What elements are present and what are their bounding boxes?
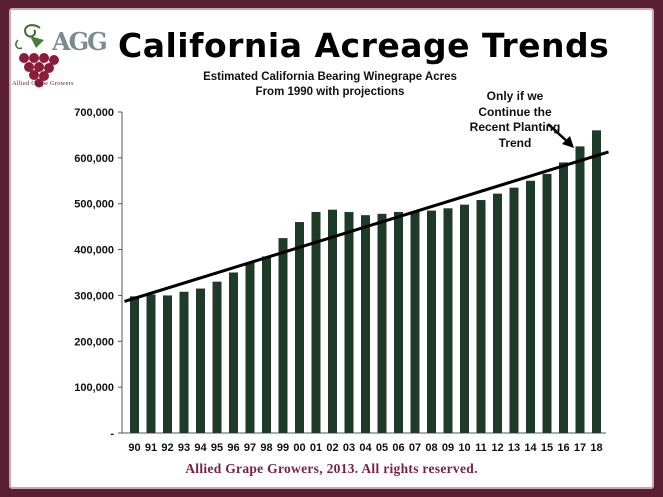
page-title: California Acreage Trends xyxy=(118,26,610,65)
x-tick-label: 91 xyxy=(145,442,157,454)
bar-09 xyxy=(443,208,453,433)
bar-03 xyxy=(344,211,354,433)
trend-line xyxy=(124,150,609,303)
bar-99 xyxy=(278,238,288,433)
x-tick-label: 94 xyxy=(194,442,207,454)
bar-10 xyxy=(460,204,469,433)
annotation-line-2: Continue the xyxy=(478,104,552,119)
annotation-line-3: Recent Planting xyxy=(469,120,561,134)
x-tick-label: 03 xyxy=(343,442,355,454)
bar-00 xyxy=(295,222,304,433)
x-tick-label: 16 xyxy=(557,442,569,454)
x-tick-label: 06 xyxy=(392,442,404,454)
y-tick-label: 200,000 xyxy=(74,336,114,348)
x-tick-label: 90 xyxy=(128,442,140,454)
bar-18 xyxy=(592,130,601,434)
y-tick-label: 400,000 xyxy=(74,245,114,257)
x-tick-label: 12 xyxy=(491,442,503,454)
copyright-footer: Allied Grape Growers, 2013. All rights r… xyxy=(185,461,478,476)
x-tick-label: 01 xyxy=(310,442,322,454)
x-tick-label: 93 xyxy=(178,442,190,454)
bar-93 xyxy=(179,291,189,433)
subtitle-line-1: Estimated California Bearing Winegrape A… xyxy=(203,71,457,83)
x-tick-label: 09 xyxy=(442,442,454,454)
x-tick-label: 10 xyxy=(458,442,470,454)
x-tick-label: 18 xyxy=(590,442,602,454)
x-tick-label: 98 xyxy=(260,442,272,454)
bar-94 xyxy=(196,288,205,433)
bar-05 xyxy=(377,213,387,433)
x-tick-label: 11 xyxy=(475,442,487,454)
x-tick-label: 08 xyxy=(425,442,437,454)
bar-12 xyxy=(493,193,502,433)
bar-95 xyxy=(212,281,222,433)
bar-98 xyxy=(262,256,271,433)
annotation-line-4: Trend xyxy=(498,135,532,150)
trend-annotation: Only if we Continue the Recent Planting … xyxy=(440,89,590,151)
annotation-line-1: Only if we xyxy=(486,89,544,103)
y-tick-label: 300,000 xyxy=(74,290,114,302)
bar-17 xyxy=(575,146,585,433)
annotation-arrow-head xyxy=(562,136,574,148)
y-tick-label: 100,000 xyxy=(74,382,114,394)
bar-02 xyxy=(328,209,337,433)
bar-16 xyxy=(559,162,568,433)
x-tick-label: 02 xyxy=(326,442,338,454)
x-tick-label: 99 xyxy=(277,442,289,454)
bar-13 xyxy=(509,187,519,433)
logo-monogram: AGG xyxy=(52,27,108,56)
y-tick-label: 500,000 xyxy=(74,199,114,211)
bar-97 xyxy=(245,262,255,433)
bar-11 xyxy=(476,200,486,433)
x-tick-label: 92 xyxy=(161,442,173,454)
bar-07 xyxy=(410,211,420,433)
bar-96 xyxy=(229,272,238,433)
x-tick-label: 13 xyxy=(508,442,520,454)
x-tick-label: 00 xyxy=(293,442,305,454)
x-tick-label: 15 xyxy=(541,442,553,454)
bar-14 xyxy=(526,180,535,433)
y-tick-label: - xyxy=(110,428,114,440)
logo-caption: Allied Grape Growers xyxy=(12,80,74,87)
x-tick-label: 04 xyxy=(359,442,372,454)
x-tick-label: 97 xyxy=(244,442,256,454)
x-tick-label: 14 xyxy=(524,442,537,454)
y-tick-label: 600,000 xyxy=(74,153,114,165)
x-tick-label: 17 xyxy=(574,442,586,454)
x-tick-label: 96 xyxy=(227,442,239,454)
bar-04 xyxy=(361,215,370,433)
bar-90 xyxy=(130,296,139,433)
bar-92 xyxy=(163,295,172,433)
bar-15 xyxy=(542,173,552,433)
y-tick-label: 700,000 xyxy=(74,107,114,119)
subtitle-line-2: From 1990 with projections xyxy=(255,86,405,98)
x-tick-label: 07 xyxy=(409,442,421,454)
bar-01 xyxy=(311,211,321,433)
company-logo xyxy=(15,24,59,88)
x-tick-label: 05 xyxy=(376,442,388,454)
chart-subtitle: Estimated California Bearing Winegrape A… xyxy=(150,70,510,100)
bar-06 xyxy=(394,211,403,433)
bar-08 xyxy=(427,210,436,433)
grape-vine-icon xyxy=(15,24,59,88)
bar-91 xyxy=(146,294,156,433)
x-tick-label: 95 xyxy=(211,442,223,454)
